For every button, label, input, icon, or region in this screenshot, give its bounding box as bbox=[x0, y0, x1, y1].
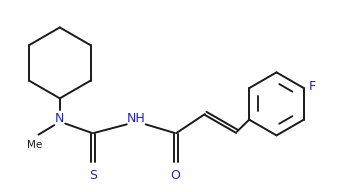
Text: F: F bbox=[309, 80, 316, 93]
Text: N: N bbox=[55, 112, 64, 125]
Text: O: O bbox=[171, 169, 180, 182]
Text: Me: Me bbox=[27, 140, 42, 150]
Text: S: S bbox=[89, 169, 97, 182]
Text: NH: NH bbox=[127, 112, 146, 125]
